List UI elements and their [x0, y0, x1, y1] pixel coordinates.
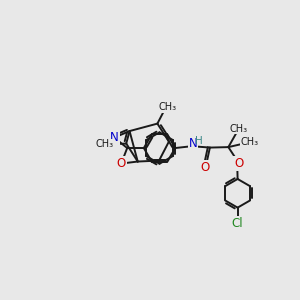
Text: N: N — [110, 131, 118, 144]
Text: H: H — [195, 136, 203, 146]
Text: O: O — [234, 157, 243, 170]
Text: CH₃: CH₃ — [229, 124, 248, 134]
Text: O: O — [117, 157, 126, 170]
Text: Cl: Cl — [232, 217, 243, 230]
Text: CH₃: CH₃ — [158, 102, 176, 112]
Text: N: N — [189, 137, 197, 150]
Text: CH₃: CH₃ — [96, 140, 114, 149]
Text: CH₃: CH₃ — [241, 137, 259, 147]
Text: O: O — [201, 161, 210, 174]
